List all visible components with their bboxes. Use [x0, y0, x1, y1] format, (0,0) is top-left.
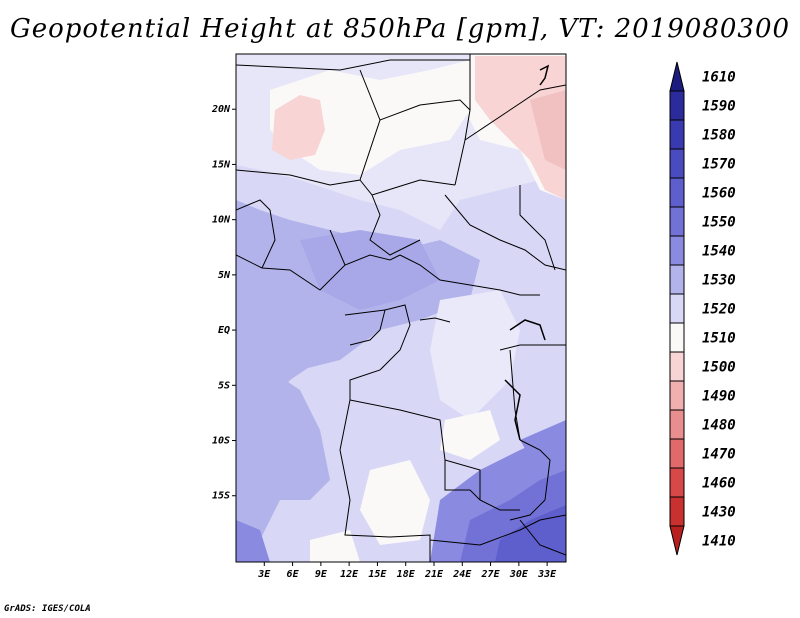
lon-tick-label: 3E — [257, 569, 271, 580]
lat-tick-label: 5S — [218, 380, 230, 391]
colorbar-label: 1560 — [702, 186, 736, 202]
colorbar-label: 1500 — [702, 360, 736, 376]
colorbar-segment — [669, 235, 685, 266]
colorbar-segment — [669, 148, 685, 179]
chart-title: Geopotential Height at 850hPa [gpm], VT:… — [9, 14, 791, 44]
colorbar: 1610 1590 1580 1570 1560 1550 1540 1530 1520 1510… — [669, 61, 736, 556]
colorbar-segment — [669, 380, 685, 411]
lon-tick-label: 12E — [340, 569, 359, 580]
colorbar-label: 1430 — [702, 505, 736, 521]
lon-tick-label: 18E — [397, 569, 416, 580]
lat-tick-label: 10N — [212, 215, 231, 226]
colorbar-segment — [669, 525, 685, 556]
colorbar-segment — [669, 90, 685, 121]
colorbar-label: 1520 — [702, 302, 736, 318]
colorbar-segment — [669, 467, 685, 498]
colorbar-label: 1480 — [702, 418, 736, 434]
lon-tick-label: 21E — [424, 569, 444, 580]
lat-tick-label: 20N — [211, 104, 231, 115]
colorbar-label: 1490 — [702, 389, 736, 405]
colorbar-label: 1510 — [702, 331, 736, 347]
colorbar-segment — [669, 177, 685, 208]
lat-tick-label: EQ — [218, 325, 230, 336]
low-height-patch-northeast — [475, 56, 566, 200]
lon-tick-label: 9E — [315, 569, 328, 580]
longitude-axis: 3E 6E 9E 12E 15E 18E 21E 24E 27E 30E 33E — [257, 562, 557, 580]
colorbar-segment — [669, 293, 685, 324]
colorbar-segment — [669, 119, 685, 150]
lon-tick-label: 30E — [509, 569, 529, 580]
grads-credit: GrADS: IGES/COLA — [4, 604, 91, 614]
colorbar-segment — [669, 351, 685, 382]
colorbar-label: 1590 — [702, 99, 736, 115]
colorbar-segment — [669, 264, 685, 295]
low-height-patch-west — [272, 95, 325, 160]
map-frame — [235, 53, 567, 563]
lat-tick-label: 10S — [212, 436, 230, 447]
colorbar-segment — [669, 496, 685, 527]
lon-tick-label: 6E — [287, 569, 300, 580]
height-field — [236, 54, 566, 562]
lat-tick-label: 5N — [218, 270, 231, 281]
lon-tick-label: 33E — [537, 569, 557, 580]
colorbar-label: 1580 — [702, 128, 736, 144]
colorbar-label: 1610 — [702, 70, 736, 86]
colorbar-segment — [669, 438, 685, 469]
boundaries — [236, 54, 566, 562]
colorbar-label: 1570 — [702, 157, 736, 173]
lon-tick-label: 15E — [368, 569, 387, 580]
colorbar-label: 1550 — [702, 215, 736, 231]
colorbar-segment — [669, 322, 685, 353]
colorbar-label: 1410 — [702, 534, 736, 550]
colorbar-segment — [669, 409, 685, 440]
lat-tick-label: 15N — [212, 159, 231, 170]
latitude-axis: 20N 15N 10N 5N EQ 5S 10S 15S — [211, 104, 236, 502]
colorbar-segment — [669, 61, 685, 92]
colorbar-label: 1540 — [702, 244, 736, 260]
lon-tick-label: 24E — [452, 569, 472, 580]
lat-tick-label: 15S — [212, 491, 230, 502]
lon-tick-label: 27E — [481, 569, 501, 580]
colorbar-label: 1470 — [702, 447, 736, 463]
colorbar-label: 1460 — [702, 476, 736, 492]
colorbar-label: 1530 — [702, 273, 736, 289]
colorbar-segment — [669, 206, 685, 237]
